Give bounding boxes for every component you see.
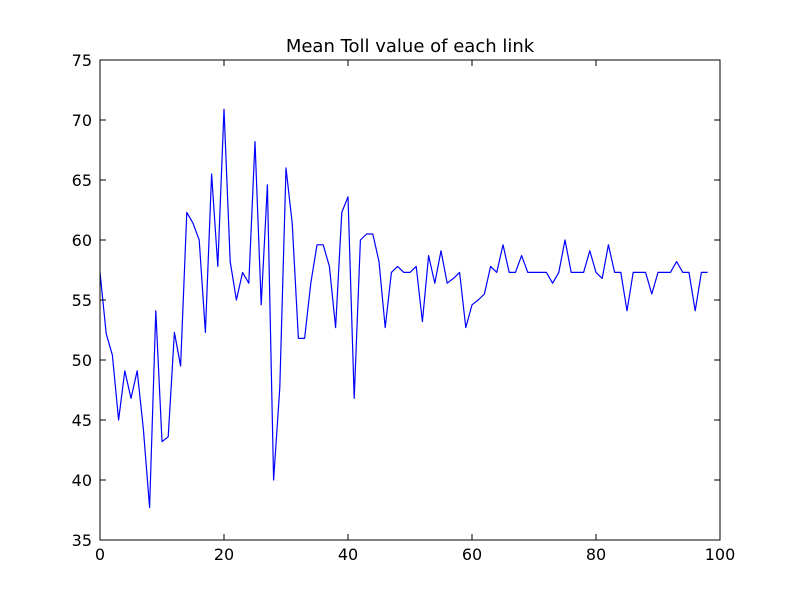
y-tick-label: 70	[72, 111, 92, 130]
y-tick-label: 55	[72, 291, 92, 310]
y-tick-label: 50	[72, 351, 92, 370]
y-tick-label: 65	[72, 171, 92, 190]
x-tick-label: 60	[462, 545, 482, 564]
chart-title: Mean Toll value of each link	[286, 36, 535, 57]
x-tick-label: 100	[705, 545, 736, 564]
y-tick-label: 75	[72, 51, 92, 70]
y-tick-label: 40	[72, 471, 92, 490]
plot-frame	[99, 59, 721, 541]
x-tick-label: 20	[214, 545, 234, 564]
y-tick-label: 45	[72, 411, 92, 430]
y-tick-label: 60	[72, 231, 92, 250]
series-line-0	[99, 108, 708, 509]
y-tick-label: 35	[72, 531, 92, 550]
ticks-layer: 0 20 40 60 80 100 35 40 45 50 55 60 65 70 75	[72, 51, 736, 564]
x-tick-label: 40	[338, 545, 358, 564]
series-layer	[99, 108, 708, 509]
x-tick-label: 0	[95, 545, 105, 564]
x-tick-label: 80	[586, 545, 606, 564]
